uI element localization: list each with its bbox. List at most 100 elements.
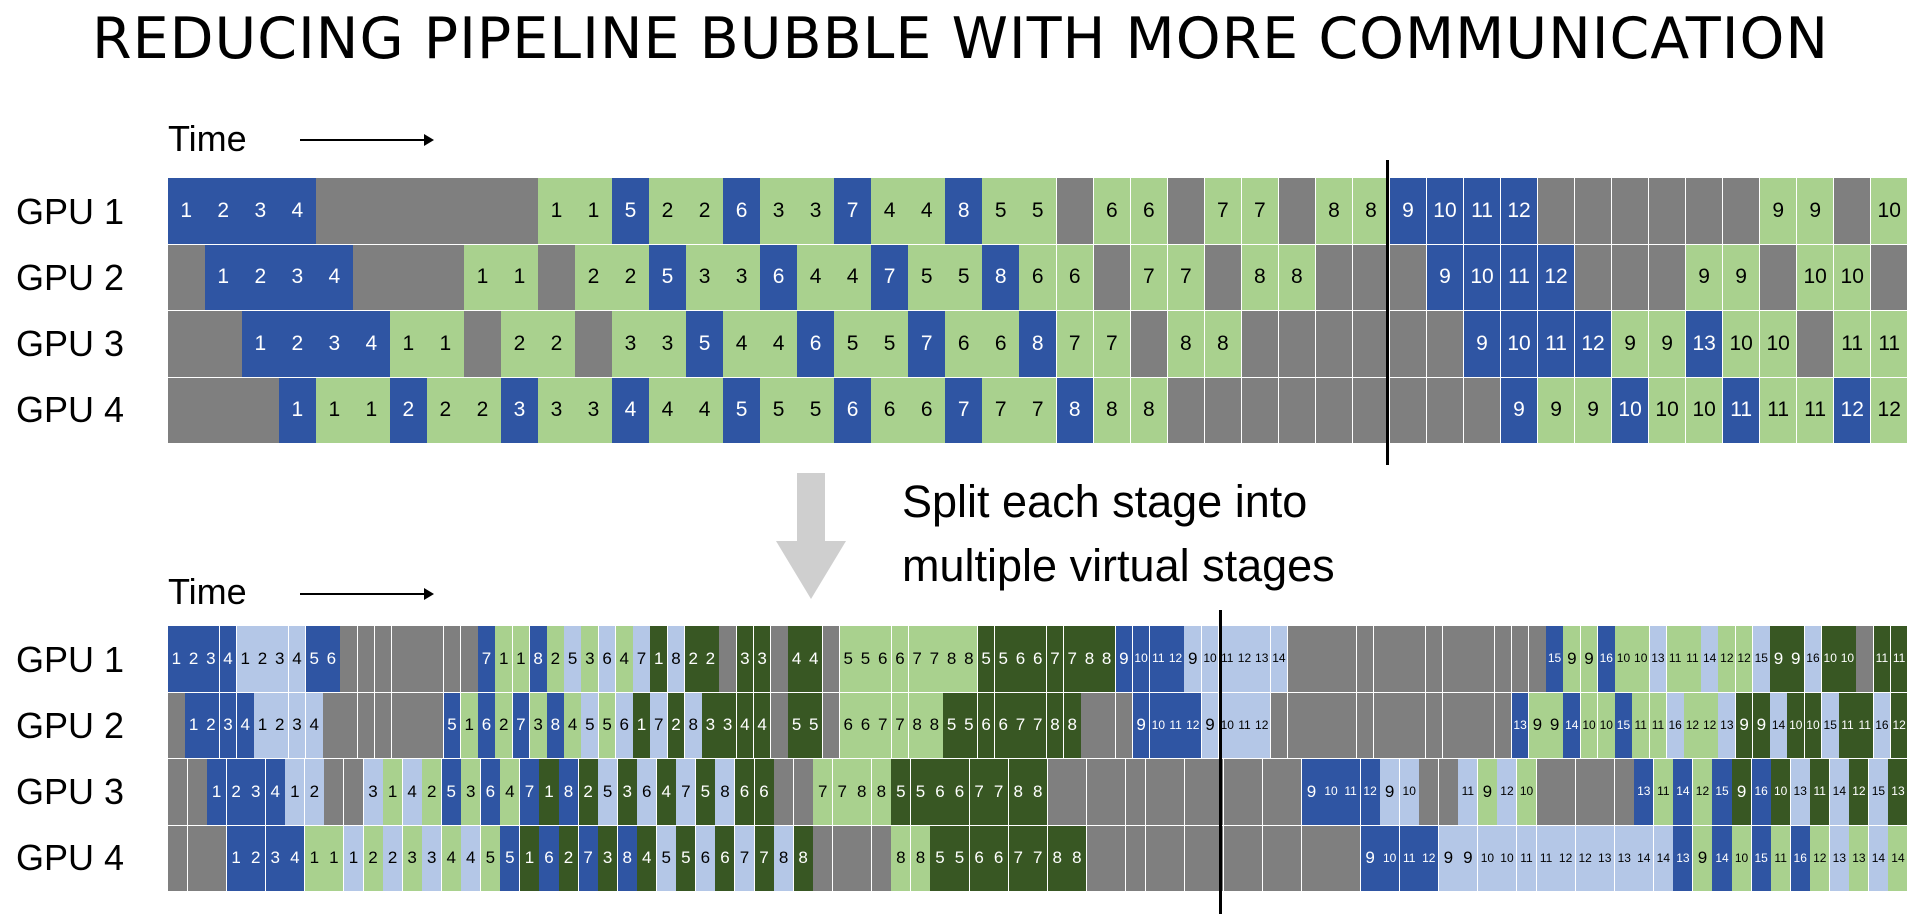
bottom-forward-virtual-cell: 13	[1595, 825, 1616, 892]
top-backward-cell: 10	[1796, 244, 1835, 311]
bottom-idle-cell	[1356, 626, 1375, 693]
top-backward-cell: 6	[1093, 178, 1132, 245]
bottom-backward-cell: 1	[495, 626, 514, 693]
top-backward-cell: 1	[427, 311, 465, 378]
top-forward-cell: 12	[1833, 377, 1872, 444]
bottom-backward-virtual-cell: 8	[1067, 825, 1088, 892]
top-backward-cell: 7	[1241, 178, 1280, 245]
top-idle-cell	[1056, 178, 1095, 245]
bottom-forward-virtual-cell: 10	[1477, 825, 1498, 892]
top-forward-cell: 12	[1500, 178, 1539, 245]
bottom-idle-cell	[1165, 759, 1186, 826]
bottom-idle-cell	[187, 825, 208, 892]
bottom-backward-cell: 8	[871, 759, 892, 826]
bottom-backward-virtual-cell: 8	[1063, 692, 1082, 759]
top-idle-cell	[205, 377, 243, 444]
top-backward-cell: 1	[538, 178, 576, 245]
bottom-backward-virtual-cell: 10	[1787, 692, 1806, 759]
bottom-idle-cell	[426, 626, 445, 693]
bottom-forward-cell: 12	[1419, 825, 1440, 892]
top-idle-cell	[464, 178, 502, 245]
bottom-idle-cell	[1047, 759, 1068, 826]
time-label-bottom: Time	[168, 571, 247, 612]
bottom-forward-virtual-cell: 3	[363, 759, 384, 826]
bottom-idle-cell	[1339, 626, 1358, 693]
bottom-backward-virtual-cell: 13	[1888, 759, 1909, 826]
top-idle-cell	[1167, 178, 1206, 245]
bottom-forward-cell: 10	[1149, 692, 1168, 759]
bottom-backward-cell: 3	[402, 825, 423, 892]
split-text-line-1: Split each stage into	[902, 476, 1308, 527]
top-backward-cell: 6	[908, 377, 946, 444]
bottom-forward-cell: 10	[1132, 626, 1151, 693]
bottom-forward-cell: 8	[547, 692, 565, 759]
bottom-idle-cell	[1536, 759, 1557, 826]
bottom-forward-cell: 15	[1712, 759, 1733, 826]
bottom-backward-cell: 10	[1580, 692, 1599, 759]
bottom-forward-cell: 4	[285, 825, 306, 892]
bottom-idle-cell	[1408, 692, 1427, 759]
bottom-backward-cell: 12	[1701, 692, 1719, 759]
bottom-idle-cell	[770, 692, 789, 759]
bottom-forward-virtual-cell: 8	[715, 759, 736, 826]
bottom-backward-virtual-cell: 2	[667, 692, 686, 759]
bottom-idle-cell	[1442, 692, 1461, 759]
top-backward-cell: 5	[908, 244, 946, 311]
top-backward-cell: 7	[1056, 311, 1095, 378]
bottom-backward-virtual-cell: 2	[702, 626, 720, 693]
top-idle-cell	[1611, 244, 1650, 311]
bottom-backward-cell: 12	[1718, 626, 1737, 693]
bottom-backward-virtual-cell: 8	[1046, 692, 1065, 759]
bottom-idle-cell	[832, 825, 853, 892]
bottom-forward-virtual-cell: 16	[1804, 626, 1823, 693]
top-forward-cell: 6	[834, 377, 872, 444]
bottom-backward-virtual-cell: 6	[734, 759, 755, 826]
top-idle-cell	[1648, 178, 1687, 245]
page-title: REDUCING PIPELINE BUBBLE WITH MORE COMMU…	[91, 6, 1830, 72]
top-forward-cell: 4	[353, 311, 391, 378]
bottom-backward-virtual-cell: 4	[736, 692, 755, 759]
bottom-idle-cell	[1511, 626, 1530, 693]
bottom-idle-cell	[1145, 825, 1166, 892]
bottom-idle-cell	[1305, 626, 1323, 693]
split-text-line-2: multiple virtual stages	[902, 540, 1335, 591]
time-label-top: Time	[168, 118, 247, 159]
gpu-label-bottom-1: GPU 1	[16, 639, 125, 680]
bottom-forward-cell: 15	[1546, 626, 1564, 693]
top-idle-cell	[1278, 178, 1317, 245]
top-idle-cell	[390, 178, 428, 245]
bottom-forward-virtual-cell: 13	[1649, 626, 1668, 693]
top-forward-cell: 11	[1463, 178, 1502, 245]
top-idle-cell	[538, 244, 576, 311]
bottom-idle-cell	[1145, 759, 1166, 826]
bottom-forward-virtual-cell: 8	[684, 692, 703, 759]
bottom-forward-cell: 6	[323, 626, 341, 693]
top-forward-cell: 7	[945, 377, 983, 444]
bottom-forward-virtual-cell: 14	[1270, 626, 1289, 693]
time-arrow-bottom	[300, 588, 434, 600]
bottom-forward-cell: 9	[1301, 759, 1322, 826]
bottom-backward-virtual-cell: 9	[1770, 626, 1788, 693]
bottom-forward-cell: 12	[1184, 692, 1203, 759]
top-backward-cell: 8	[1278, 244, 1317, 311]
bottom-idle-cell	[1287, 692, 1306, 759]
top-forward-cell: 1	[279, 377, 317, 444]
bottom-forward-virtual-cell: 6	[598, 626, 617, 693]
bottom-forward-virtual-cell: 7	[734, 825, 755, 892]
top-forward-cell: 6	[760, 244, 798, 311]
top-backward-cell: 5	[945, 244, 983, 311]
bottom-idle-cell	[391, 692, 410, 759]
top-backward-cell: 3	[575, 377, 613, 444]
top-backward-cell: 2	[501, 311, 539, 378]
top-backward-cell: 11	[1833, 311, 1872, 378]
bottom-forward-cell: 4	[236, 692, 255, 759]
bottom-forward-cell: 11	[1167, 692, 1185, 759]
bottom-backward-virtual-cell: 5	[977, 626, 996, 693]
top-idle-cell	[1204, 244, 1243, 311]
bottom-idle-cell	[1477, 626, 1496, 693]
bottom-idle-cell	[1262, 759, 1283, 826]
top-backward-cell: 9	[1574, 377, 1613, 444]
bottom-idle-cell	[168, 825, 189, 892]
top-idle-cell	[1426, 311, 1465, 378]
bottom-backward-virtual-cell: 7	[1028, 825, 1049, 892]
